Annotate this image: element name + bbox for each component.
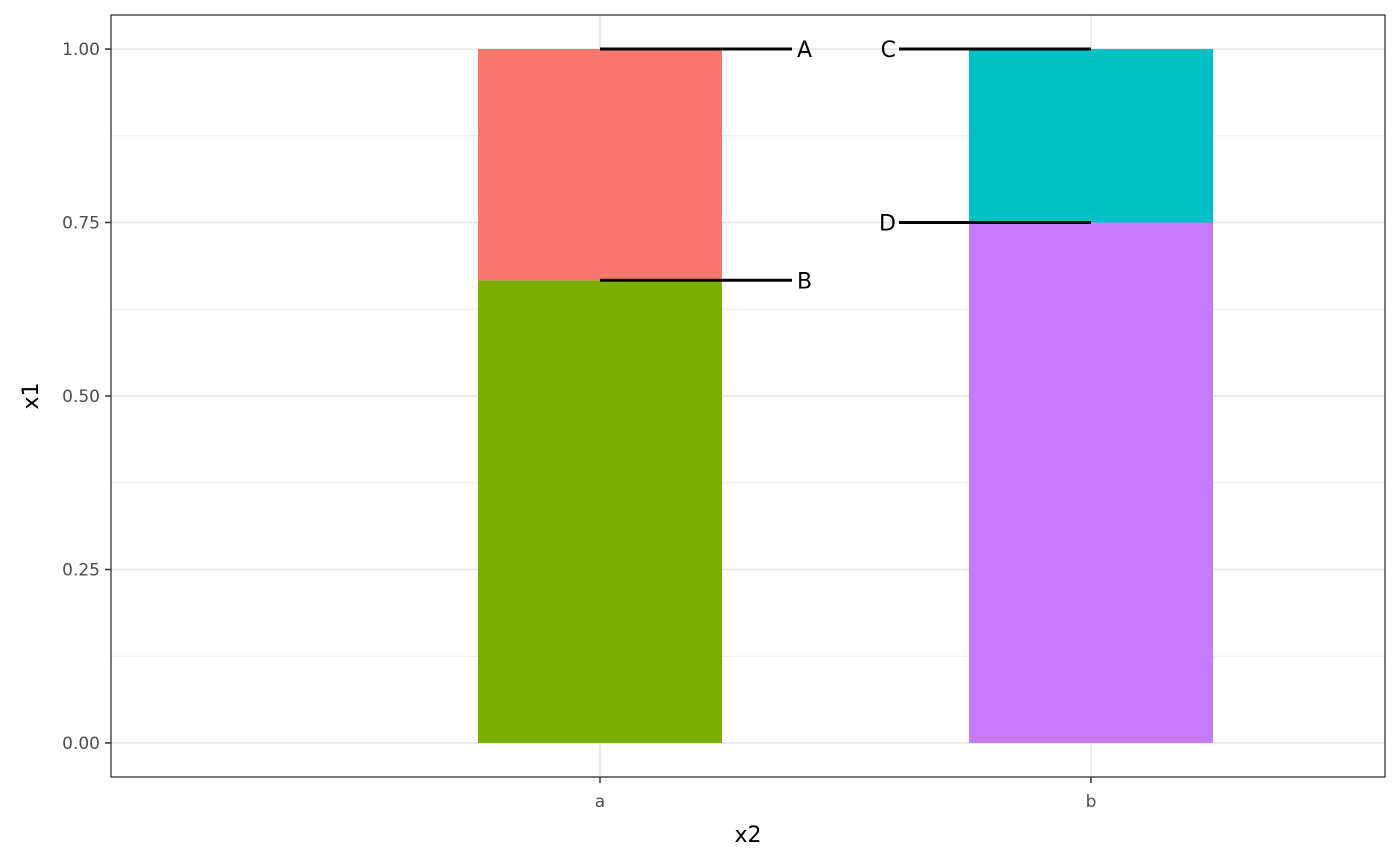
y-tick-label: 1.00	[62, 40, 100, 60]
y-axis-title: x1	[19, 382, 44, 409]
y-tick-label: 0.75	[62, 214, 100, 234]
y-tick-label: 0.25	[62, 561, 100, 581]
axis-ticks: 0.00 0.25 0.50 0.75 1.00 a b	[62, 40, 1096, 812]
bar-segment-a	[478, 280, 722, 743]
bar-segment-a	[478, 49, 722, 281]
x-axis-title: x2	[734, 823, 761, 848]
x-tick-label: b	[1086, 792, 1097, 812]
annotation-label: B	[797, 269, 812, 294]
bar-segment-b	[969, 222, 1213, 743]
y-tick-label: 0.00	[62, 734, 100, 754]
annotations: A B C D	[600, 38, 1091, 294]
annotation-label: D	[879, 212, 896, 237]
annotation-label: C	[881, 38, 896, 63]
annotation-label: A	[797, 38, 812, 63]
y-tick-label: 0.50	[62, 387, 100, 407]
x-tick-label: a	[595, 792, 605, 812]
bar-segment-b	[969, 49, 1213, 223]
bars	[478, 49, 1213, 743]
